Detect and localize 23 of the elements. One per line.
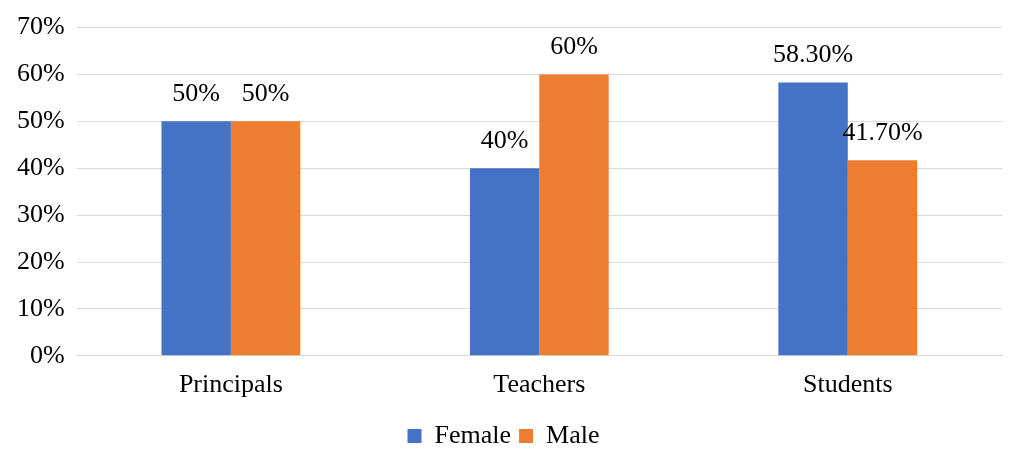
x-tick-label: Teachers xyxy=(493,369,586,399)
y-tick-label: 10% xyxy=(16,292,65,322)
y-tick-label: 50% xyxy=(16,105,65,135)
bar xyxy=(230,121,301,356)
x-tick-label: Principals xyxy=(178,369,283,399)
bar xyxy=(161,121,231,356)
y-tick-label: 0% xyxy=(29,339,65,369)
y-tick-label: 70% xyxy=(16,11,65,41)
bar xyxy=(847,160,918,356)
legend-label: Male xyxy=(546,419,600,449)
data-label: 50% xyxy=(172,78,221,108)
x-tick-label: Students xyxy=(802,369,893,399)
data-label: 58.30% xyxy=(772,39,854,69)
y-tick-label: 60% xyxy=(16,58,65,88)
y-tick-label: 40% xyxy=(16,152,65,182)
data-label: 60% xyxy=(550,31,598,61)
y-tick-label: 30% xyxy=(16,198,65,228)
legend-label: Female xyxy=(434,419,512,449)
y-tick-label: 20% xyxy=(16,245,65,275)
data-label: 50% xyxy=(241,78,290,108)
data-label: 40% xyxy=(480,125,529,155)
bar xyxy=(539,74,609,356)
bar xyxy=(469,168,540,356)
